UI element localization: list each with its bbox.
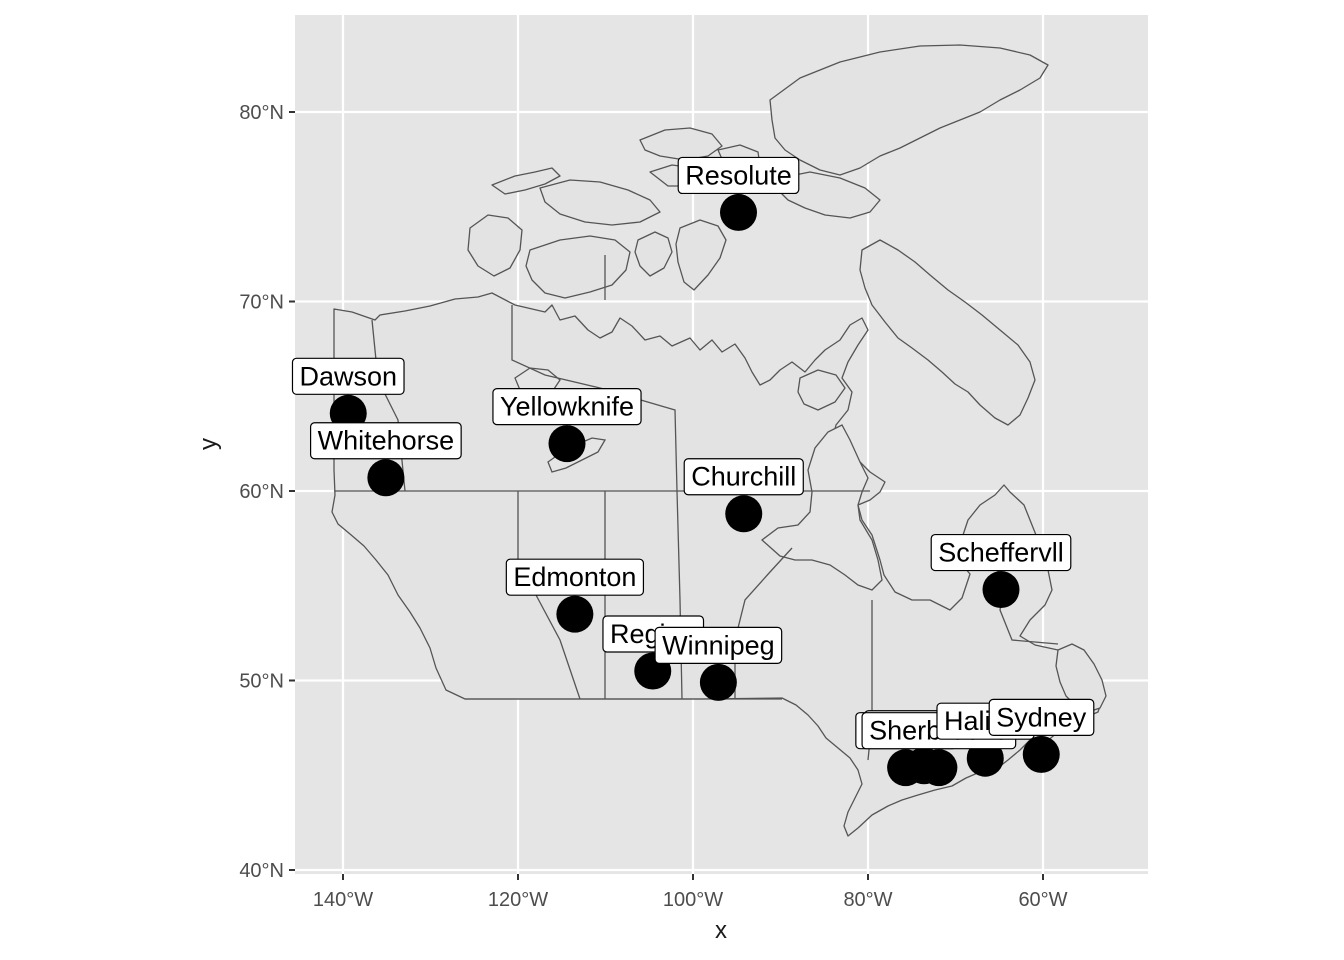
city-label-text: Resolute — [685, 160, 792, 190]
city-label-box — [492, 388, 642, 426]
newfoundland — [1055, 643, 1107, 713]
banks-island — [467, 214, 523, 277]
city-label-box — [930, 533, 1072, 572]
baffin-island — [859, 239, 1036, 426]
y-tick-label: 40°N — [239, 860, 284, 882]
x-axis-title: x — [715, 917, 727, 944]
devon-island — [777, 171, 881, 219]
city-label-box — [654, 626, 783, 664]
city-label: Dawson — [291, 357, 405, 395]
city-label-text: Yellowknife — [500, 392, 634, 422]
ellesmere-island — [769, 44, 1049, 176]
city-label-box — [683, 458, 804, 496]
city-label-box — [505, 558, 645, 596]
x-tick-label: 120°W — [488, 889, 548, 911]
x-tick-label: 80°W — [843, 889, 892, 911]
southampton-island — [797, 369, 846, 411]
parry-islands — [539, 179, 661, 226]
city-label-text: Churchill — [691, 462, 796, 492]
axes: 140°W 120°W 100°W 80°W 60°W 40°N 50°N 60°N 70°N… — [195, 102, 1068, 944]
city-label-text: Sydney — [996, 702, 1087, 732]
city-label-box — [291, 357, 405, 395]
city-point — [720, 193, 757, 231]
y-axis-ticks: 40°N 50°N 60°N 70°N 80°N — [239, 102, 295, 882]
x-axis-ticks: 140°W 120°W 100°W 80°W 60°W — [313, 874, 1068, 911]
city-label-text: Edmonton — [513, 562, 636, 592]
nwt-nunavut-border — [511, 305, 678, 492]
y-axis-title: y — [195, 438, 222, 450]
city-label-text: Whitehorse — [318, 426, 455, 456]
city-label-box — [988, 698, 1095, 737]
city-labels: Dawson Whitehorse Yellowknife Resolute Churc… — [291, 156, 1095, 750]
city-label: Sydney — [988, 698, 1095, 737]
sask-manitoba-border — [676, 490, 683, 700]
somerset-boothia — [675, 219, 727, 291]
city-label: Resolute — [677, 156, 800, 195]
city-label: Yellowknife — [492, 388, 642, 426]
prince-of-wales-island — [634, 231, 673, 277]
x-tick-label: 140°W — [313, 889, 373, 911]
city-label-box — [309, 422, 462, 460]
city-label: Edmonton — [505, 558, 645, 596]
x-tick-label: 60°W — [1018, 889, 1067, 911]
city-point — [556, 595, 594, 633]
y-tick-label: 60°N — [239, 481, 284, 503]
canada-basemap — [331, 44, 1107, 837]
city-point — [699, 663, 737, 701]
victoria-island — [525, 235, 631, 299]
mainland-polygon — [331, 292, 1103, 837]
city-label: Whitehorse — [309, 422, 462, 460]
y-tick-label: 70°N — [239, 292, 284, 314]
city-point — [367, 459, 405, 497]
y-tick-label: 50°N — [239, 671, 284, 693]
city-point — [1022, 735, 1060, 773]
city-label: Winnipeg — [654, 626, 783, 664]
city-label: Churchill — [683, 458, 804, 496]
x-tick-label: 100°W — [663, 889, 723, 911]
city-point — [982, 571, 1020, 609]
city-label-text: Dawson — [299, 361, 397, 391]
y-tick-label: 80°N — [239, 102, 284, 124]
city-label-text: Scheffervll — [938, 538, 1064, 568]
city-label: Scheffervll — [930, 533, 1072, 572]
city-label-text: Winnipeg — [662, 630, 775, 660]
city-point — [548, 425, 586, 463]
city-point — [725, 495, 763, 533]
city-label-box — [677, 156, 800, 195]
city-point — [920, 749, 958, 787]
